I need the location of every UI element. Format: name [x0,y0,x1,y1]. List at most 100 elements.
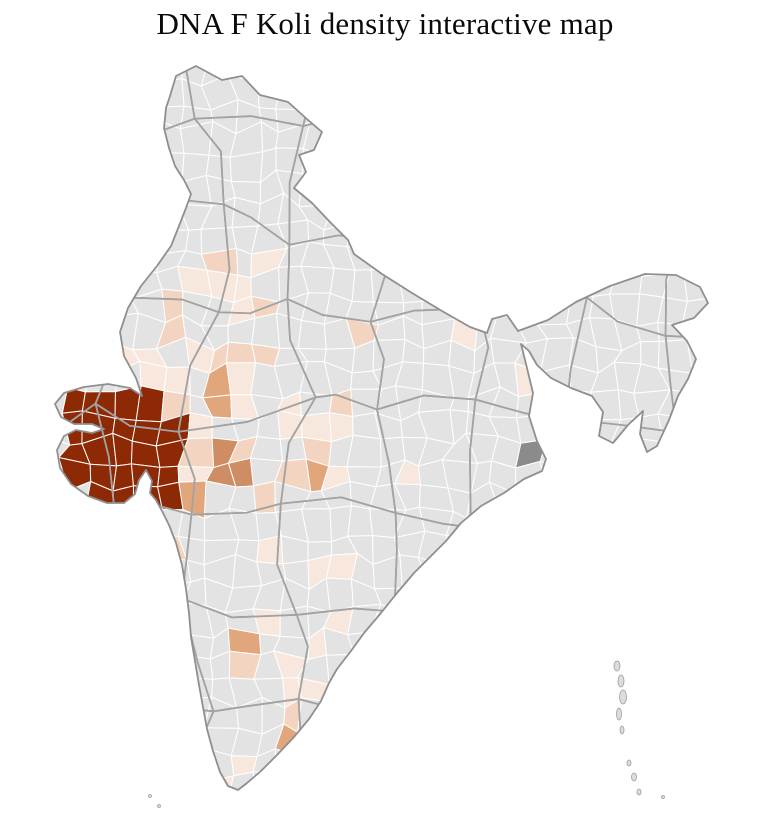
district-cell[interactable] [83,603,116,631]
district-cell[interactable] [450,724,479,752]
district-cell[interactable] [297,319,327,350]
district-cell[interactable] [90,316,117,347]
district-cell[interactable] [88,144,119,176]
district-cell[interactable] [417,744,451,784]
district-cell[interactable] [684,749,714,780]
district-cell[interactable] [465,672,492,709]
district-cell[interactable] [447,558,479,589]
district-cell[interactable] [659,552,691,586]
district-cell[interactable] [639,699,671,733]
district-cell[interactable] [61,726,87,757]
district-cell[interactable] [470,555,504,584]
district-cell[interactable] [521,80,549,111]
district-cell[interactable] [686,652,718,685]
district-cell[interactable] [59,272,94,301]
district-cell[interactable] [536,221,565,247]
district-cell[interactable] [417,777,449,804]
district-cell[interactable] [685,414,719,442]
district-cell[interactable] [33,289,61,325]
district-cell[interactable] [236,248,252,279]
district-cell[interactable] [562,721,594,753]
district-cell[interactable] [107,538,141,566]
district-cell[interactable] [85,768,115,805]
district-cell[interactable] [417,602,452,639]
district-cell[interactable] [610,151,643,176]
district-cell[interactable] [609,699,646,728]
district-cell[interactable] [393,105,423,129]
district-cell[interactable] [85,580,110,608]
district-cell[interactable] [632,151,663,176]
district-cell[interactable] [229,151,264,183]
district-cell[interactable] [129,79,164,109]
district-cell[interactable] [134,602,167,634]
district-cell[interactable] [91,293,114,319]
district-cell[interactable] [159,699,184,735]
district-cell[interactable] [515,242,550,277]
district-cell[interactable] [573,558,592,583]
district-cell[interactable] [681,61,715,86]
district-cell[interactable] [36,488,69,518]
district-cell[interactable] [105,75,138,109]
district-cell[interactable] [686,724,716,753]
district-cell[interactable] [80,554,109,590]
district-cell[interactable] [540,682,569,711]
district-cell[interactable] [490,651,520,684]
district-cell[interactable] [109,602,138,631]
district-cell[interactable] [109,144,140,176]
district-cell[interactable] [598,775,615,798]
district-cell[interactable] [642,78,670,110]
district-cell[interactable] [588,626,619,657]
district-cell[interactable] [635,506,666,544]
district-cell[interactable] [62,481,92,518]
district-cell[interactable] [543,242,566,277]
district-cell[interactable] [62,509,86,538]
district-cell[interactable] [536,199,573,225]
district-cell[interactable] [541,389,572,417]
district-cell[interactable] [635,482,662,518]
district-cell[interactable] [58,345,95,372]
district-cell[interactable] [353,746,378,779]
district-cell[interactable] [492,580,525,615]
district-cell[interactable] [185,228,202,255]
district-cell[interactable] [129,651,164,683]
district-cell[interactable] [62,51,83,86]
district-cell[interactable] [465,105,492,135]
district-cell[interactable] [585,561,624,583]
district-cell[interactable] [34,347,68,373]
district-cell[interactable] [540,150,574,183]
district-cell[interactable] [614,626,644,657]
district-cell[interactable] [66,220,88,254]
district-cell[interactable] [226,341,257,364]
district-cell[interactable] [536,709,569,732]
district-cell[interactable] [417,556,450,589]
district-cell[interactable] [36,510,67,543]
district-cell[interactable] [58,317,93,352]
district-cell[interactable] [633,631,665,653]
district-cell[interactable] [616,461,643,491]
district-cell[interactable] [632,173,661,203]
district-cell[interactable] [111,653,132,683]
district-cell[interactable] [349,123,375,153]
district-cell[interactable] [347,80,374,104]
district-cell[interactable] [323,723,356,753]
district-cell[interactable] [518,553,550,582]
district-cell[interactable] [447,123,478,155]
district-cell[interactable] [490,59,528,86]
district-cell[interactable] [110,675,142,707]
district-cell[interactable] [591,655,617,682]
district-cell[interactable] [275,770,299,805]
district-cell[interactable] [468,293,498,318]
district-cell[interactable] [515,485,546,518]
district-cell[interactable] [476,750,500,782]
district-cell[interactable] [132,194,167,231]
district-cell[interactable] [67,554,87,590]
district-cell[interactable] [562,415,598,443]
district-cell[interactable] [515,511,545,541]
district-cell[interactable] [110,702,142,732]
district-cell[interactable] [160,677,188,703]
district-cell[interactable] [567,482,591,512]
district-cell[interactable] [298,173,334,207]
district-cell[interactable] [397,220,425,246]
district-cell[interactable] [36,173,62,204]
district-cell[interactable] [441,150,478,183]
